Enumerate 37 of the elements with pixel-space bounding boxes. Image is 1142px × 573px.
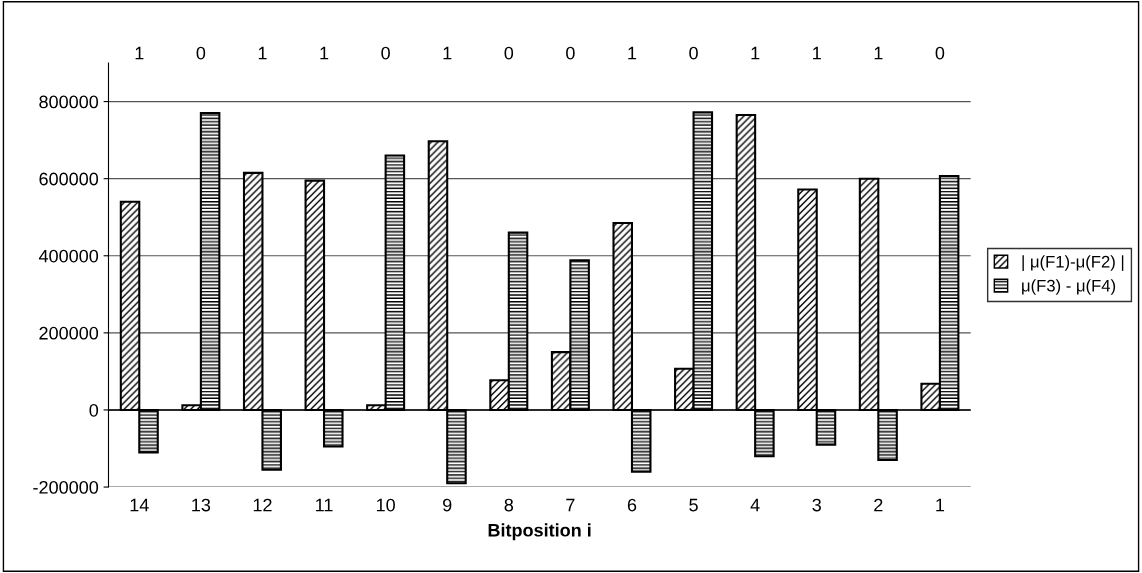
- text: 1: [813, 46, 821, 60]
- y-tick-label: 800000: [39, 95, 99, 109]
- x-tick-label: 8: [504, 498, 514, 512]
- x-tick-label: 7: [566, 498, 575, 512]
- y-tick-label: 200000: [39, 326, 99, 340]
- text: 0: [689, 46, 698, 60]
- x-tick-label: 11: [316, 498, 333, 512]
- y-tick-label: -200000: [33, 480, 99, 494]
- text: 1: [751, 46, 760, 60]
- text: 1: [628, 46, 637, 60]
- text: 0: [196, 46, 206, 60]
- x-tick-label: 10: [376, 498, 395, 512]
- x-tick-label: 3: [812, 498, 821, 512]
- x-axis-title: Bitposition i: [488, 523, 591, 541]
- legend-label: μ(F3) - μ(F4): [1022, 279, 1116, 295]
- text: 0: [566, 46, 575, 60]
- text: 0: [504, 46, 514, 60]
- text: 0: [381, 46, 390, 60]
- x-tick-label: 4: [750, 498, 760, 512]
- text: 1: [258, 46, 267, 60]
- x-tick-label: 9: [443, 498, 452, 512]
- x-tick-label: 6: [627, 498, 637, 512]
- x-tick-label: 1: [936, 498, 945, 512]
- x-tick-label: 12: [253, 498, 272, 512]
- text: 0: [935, 46, 945, 60]
- text: 1: [135, 46, 144, 60]
- legend-label: | μ(F1)-μ(F2) |: [1022, 255, 1124, 271]
- y-tick-label: 600000: [39, 172, 99, 186]
- y-tick-label: 0: [89, 403, 99, 417]
- x-tick-label: 13: [192, 498, 211, 512]
- x-tick-label: 5: [689, 498, 698, 512]
- text: 1: [874, 46, 883, 60]
- x-tick-label: 14: [130, 498, 149, 512]
- text: 1: [320, 46, 329, 60]
- text: 1: [443, 46, 452, 60]
- y-tick-label: 400000: [38, 249, 99, 263]
- x-tick-label: 2: [874, 498, 883, 512]
